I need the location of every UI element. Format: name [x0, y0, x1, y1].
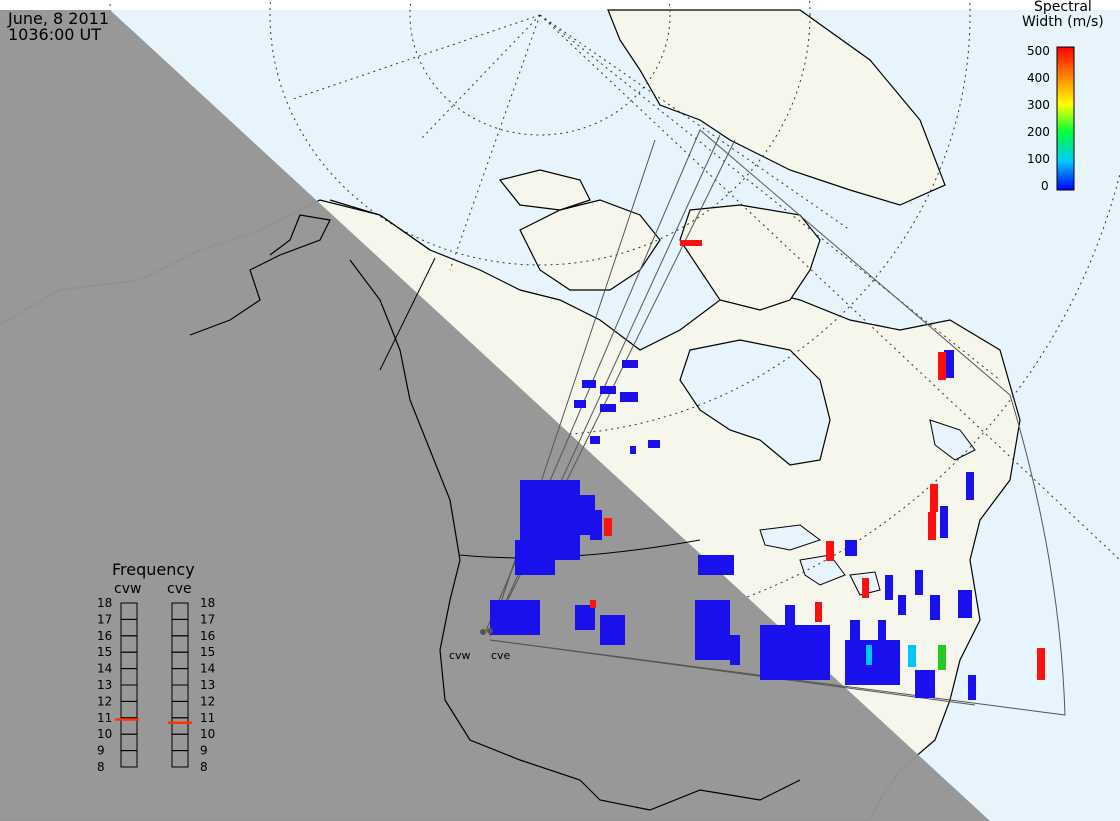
frequency-tick-right: 15 [200, 645, 215, 659]
colorbar-tick-400: 400 [1027, 71, 1050, 85]
arctic-islands [519, 199, 661, 291]
colorbar-tick-0: 0 [1041, 179, 1049, 193]
colorbar-tick-200: 200 [1027, 125, 1050, 139]
frequency-tick-right: 8 [200, 760, 208, 774]
frequency-tick-right: 16 [200, 629, 215, 643]
frequency-tick-right: 10 [200, 727, 215, 741]
colorbar-tick-100: 100 [1027, 152, 1050, 166]
colorbar-gradient [1056, 46, 1075, 191]
frequency-tick-left: 16 [97, 629, 112, 643]
frequency-title: Frequency [112, 560, 195, 579]
hudson-bay [679, 339, 831, 466]
victoria-island [498, 169, 591, 211]
radar-site-cve [487, 628, 493, 634]
frequency-tick-left: 8 [97, 760, 105, 774]
radar-site-cvw [480, 629, 486, 635]
radar-label-cvw: cvw [449, 649, 471, 662]
frequency-label-cve: cve [167, 581, 192, 597]
frequency-tick-right: 11 [200, 711, 215, 725]
colorbar-title-line1: Spectral [1034, 0, 1092, 15]
radar-sites: cvw cve [449, 628, 511, 662]
frequency-tick-left: 15 [97, 645, 112, 659]
colorbar-title-line2: Width (m/s) [1022, 14, 1104, 30]
frequency-tick-left: 17 [97, 612, 112, 626]
frequency-tick-left: 11 [97, 711, 112, 725]
frequency-tick-left: 9 [97, 744, 105, 758]
frequency-tick-left: 10 [97, 727, 112, 741]
frequency-tick-right: 12 [200, 694, 215, 708]
date-label: June, 8 2011 [7, 9, 109, 28]
frequency-tick-left: 13 [97, 678, 112, 692]
frequency-tick-right: 9 [200, 744, 208, 758]
scatter-data [490, 240, 1045, 700]
frequency-tick-left: 14 [97, 662, 112, 676]
frequency-tick-left: 18 [97, 596, 112, 610]
frequency-tick-right: 14 [200, 662, 215, 676]
frequency-tick-left: 12 [97, 694, 112, 708]
greenland [607, 9, 946, 206]
lakes [759, 419, 976, 596]
frequency-tick-right: 18 [200, 596, 215, 610]
radar-label-cve: cve [491, 649, 511, 662]
night-shading [0, 10, 990, 821]
colorbar-tick-500: 500 [1027, 44, 1050, 58]
colorbar: Spectral Width (m/s) 500 400 300 200 100… [1022, 0, 1104, 193]
frequency-label-cvw: cvw [114, 581, 141, 597]
night-coastlines [189, 199, 801, 811]
colorbar-tick-300: 300 [1027, 98, 1050, 112]
frequency-panel: Frequency cvw cve 18 18 17 17 16 16 15 15 14 14 13… [97, 560, 215, 774]
frequency-cell [171, 750, 189, 768]
frequency-cell [120, 750, 138, 768]
frequency-tick-right: 13 [200, 678, 215, 692]
frequency-tick-right: 17 [200, 612, 215, 626]
time-label: 1036:00 UT [8, 25, 101, 44]
baffin-island [679, 204, 821, 311]
